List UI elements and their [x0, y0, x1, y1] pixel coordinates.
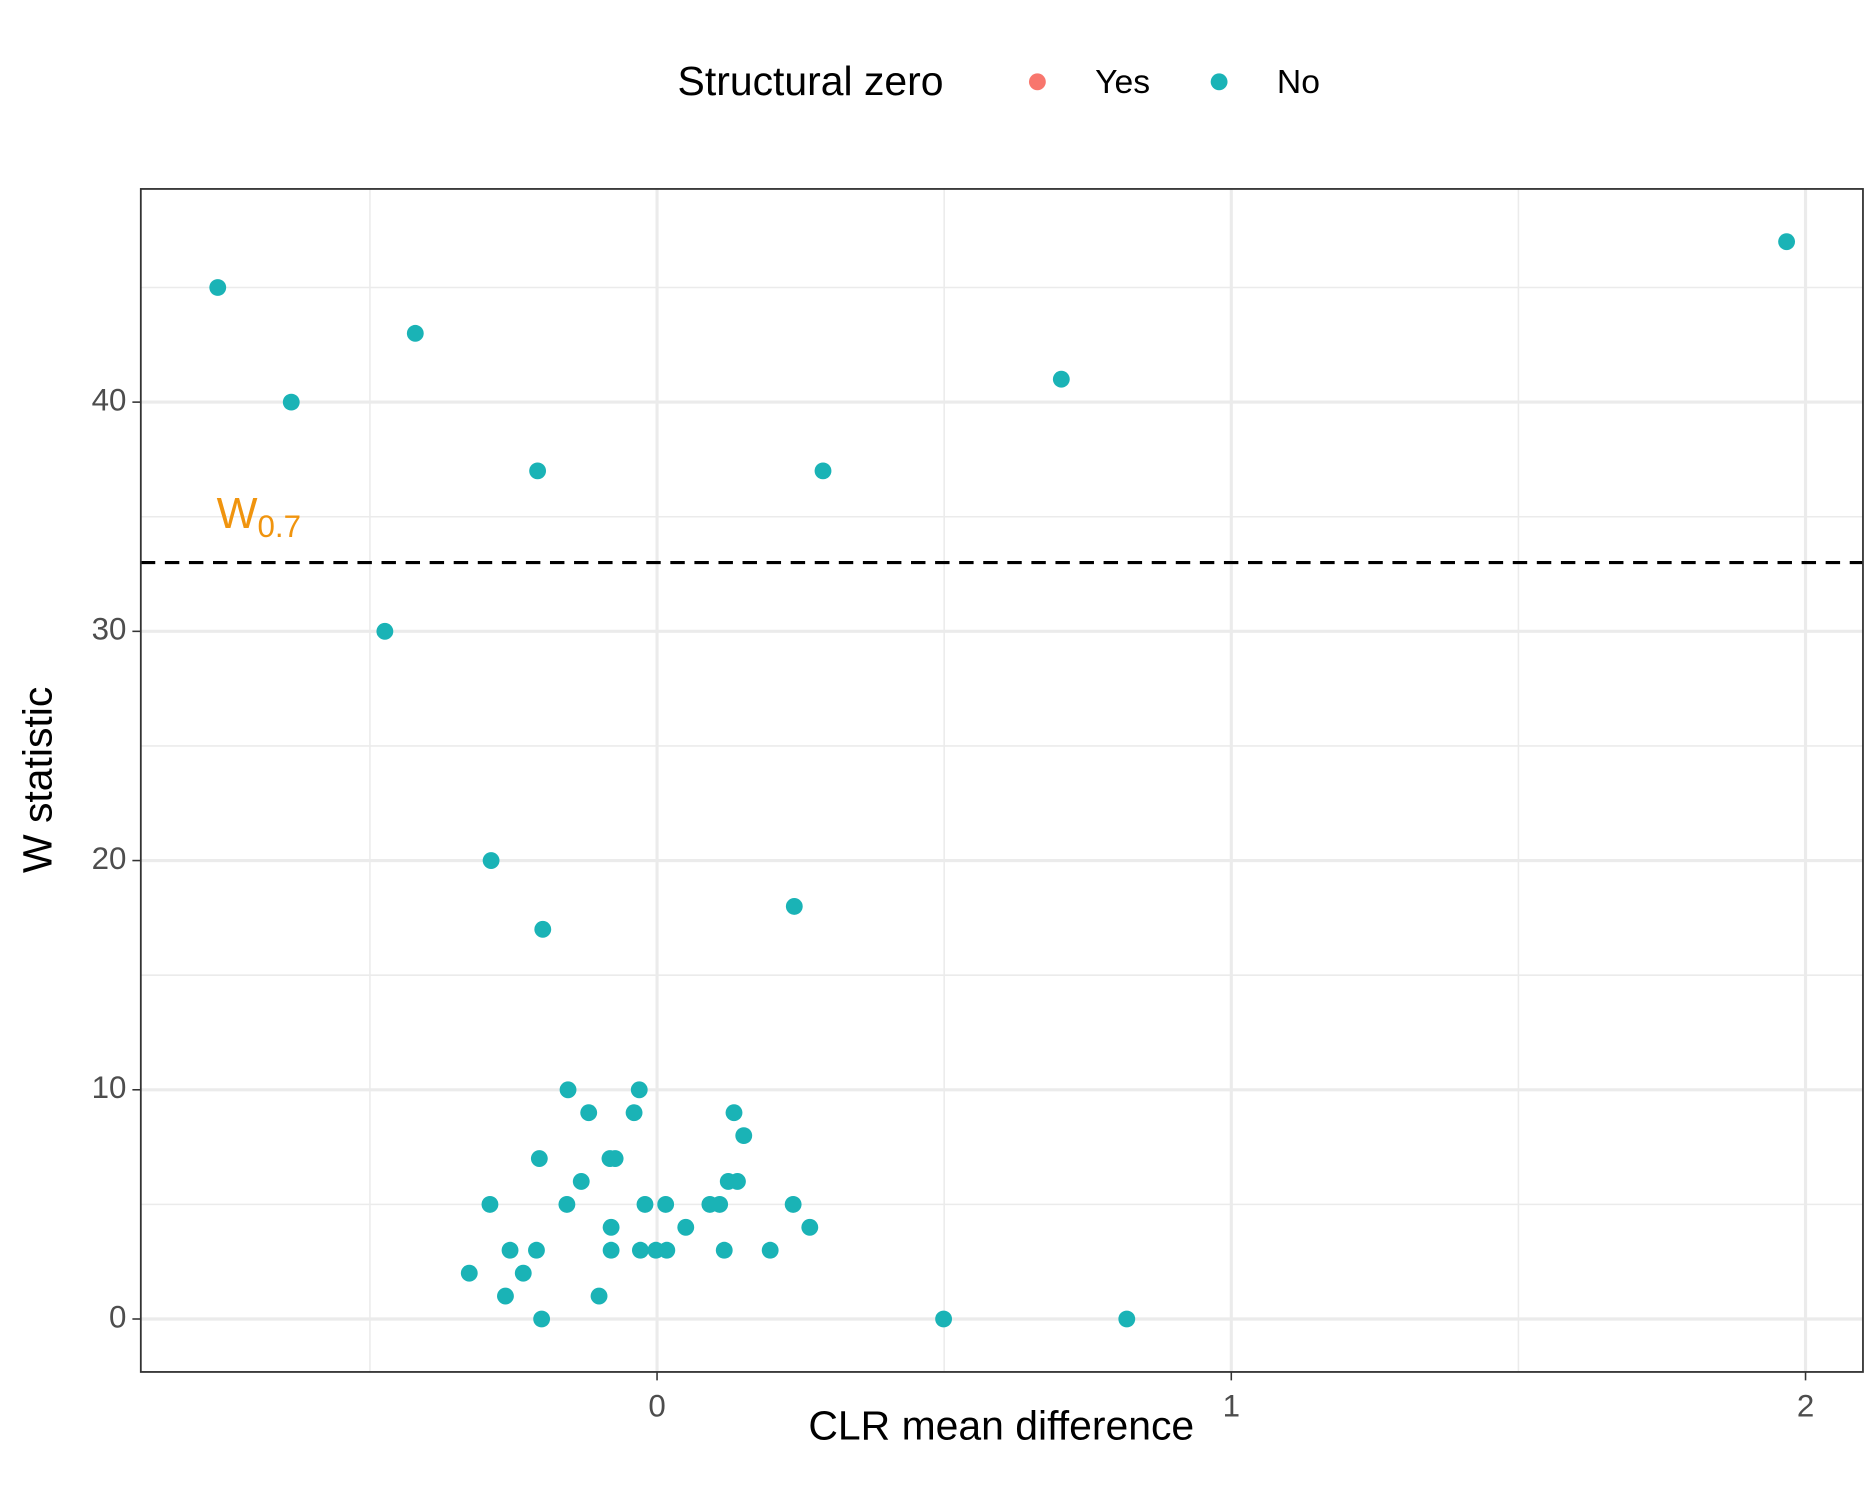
- point: [658, 1241, 676, 1259]
- reference-label-main: W: [217, 490, 258, 538]
- point: [501, 1241, 519, 1259]
- point: [602, 1218, 620, 1236]
- x-tick-label: 2: [1797, 1388, 1814, 1423]
- point: [529, 462, 547, 480]
- y-tick-label: 20: [92, 841, 127, 876]
- point: [497, 1287, 514, 1305]
- point: [725, 1104, 743, 1122]
- x-axis-title: CLR mean difference: [808, 1402, 1194, 1448]
- point: [376, 622, 394, 640]
- legend-swatch: [1028, 73, 1046, 91]
- point: [935, 1310, 953, 1328]
- point: [481, 1195, 499, 1213]
- y-tick-label: 10: [92, 1070, 127, 1105]
- y-axis-title: W statistic: [15, 687, 61, 873]
- point: [282, 393, 300, 411]
- point: [558, 1195, 576, 1213]
- point: [657, 1195, 675, 1213]
- point: [606, 1150, 624, 1167]
- point: [1052, 370, 1070, 388]
- x-tick-label: 1: [1223, 1388, 1240, 1423]
- point: [761, 1241, 779, 1259]
- point: [711, 1195, 729, 1213]
- point: [580, 1104, 598, 1122]
- point: [1778, 233, 1796, 251]
- point: [677, 1218, 695, 1236]
- legend-swatch: [1210, 73, 1228, 91]
- point: [406, 324, 424, 342]
- legend-title: Structural zero: [678, 58, 944, 104]
- point: [729, 1173, 746, 1190]
- point: [590, 1287, 608, 1305]
- point: [814, 462, 832, 480]
- point: [559, 1081, 577, 1099]
- point: [801, 1218, 819, 1236]
- point: [534, 920, 552, 938]
- y-tick-label: 30: [92, 612, 127, 647]
- x-tick-label: 0: [648, 1388, 665, 1423]
- point: [460, 1264, 478, 1282]
- point: [514, 1264, 532, 1282]
- point: [625, 1104, 643, 1122]
- point: [630, 1081, 648, 1099]
- point: [636, 1195, 654, 1213]
- point: [482, 852, 500, 869]
- point: [533, 1310, 551, 1328]
- point: [528, 1241, 545, 1259]
- point: [735, 1127, 753, 1145]
- reference-label-subscript: 0.7: [258, 509, 302, 544]
- point: [784, 1195, 802, 1213]
- point: [785, 897, 803, 915]
- point: [631, 1241, 649, 1259]
- legend-label: Yes: [1095, 64, 1150, 101]
- legend-label: No: [1277, 64, 1320, 101]
- point: [715, 1241, 733, 1259]
- panel-border: [139, 188, 1864, 1373]
- reference-label: W0.7: [217, 490, 301, 544]
- point: [530, 1150, 548, 1167]
- point: [602, 1241, 620, 1259]
- y-tick-label: 40: [92, 382, 127, 417]
- y-tick-label: 0: [109, 1299, 126, 1334]
- point: [209, 279, 227, 296]
- point: [572, 1173, 590, 1190]
- point: [1118, 1310, 1136, 1328]
